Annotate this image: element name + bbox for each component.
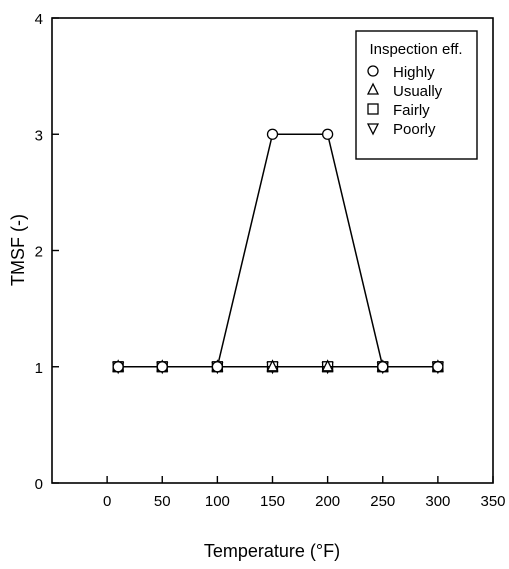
series-highly (112, 128, 444, 373)
legend-title: Inspection eff. (369, 41, 462, 58)
data-point (321, 128, 334, 140)
legend-label: Poorly (393, 121, 436, 138)
y-tick-label: 0 (35, 476, 43, 493)
series-line (118, 133, 438, 368)
x-tick-label: 200 (315, 493, 340, 510)
x-tick-label: 300 (425, 493, 450, 510)
legend-label: Fairly (393, 102, 430, 119)
data-point (377, 361, 389, 373)
y-tick-label: 3 (35, 127, 43, 144)
legend-label: Usually (393, 83, 443, 100)
x-tick-label: 250 (370, 493, 395, 510)
data-point (266, 359, 279, 372)
y-tick-label: 2 (35, 244, 43, 261)
x-tick-label: 0 (103, 493, 111, 510)
data-point (112, 361, 124, 373)
legend-symbol (367, 103, 379, 115)
legend-box (355, 30, 478, 160)
legend-label: Highly (393, 64, 435, 81)
series-group (112, 128, 444, 375)
legend-symbol (366, 82, 380, 95)
x-tick-label: 150 (260, 493, 285, 510)
x-tick-label: 350 (480, 493, 505, 510)
y-tick-label: 1 (35, 360, 43, 377)
data-point (156, 361, 168, 373)
y-tick-label: 4 (35, 11, 43, 28)
x-axis-label: Temperature (°F) (204, 541, 340, 561)
legend-items: Highly Usually Fairly Poorly (366, 64, 443, 138)
data-point (321, 359, 334, 372)
data-point (432, 361, 444, 373)
y-axis-label: TMSF (-) (8, 214, 28, 286)
legend-symbol (367, 65, 379, 77)
data-point (266, 128, 279, 140)
x-tick-label: 50 (154, 493, 171, 510)
axis-ticks: 0 50 100 150 200 250 300 350 0 1 2 3 4 (35, 11, 506, 510)
data-point (211, 361, 224, 373)
legend-symbol (366, 123, 380, 136)
legend: Inspection eff. Highly Usually Fairly Poorl… (355, 30, 478, 160)
x-tick-label: 100 (205, 493, 230, 510)
